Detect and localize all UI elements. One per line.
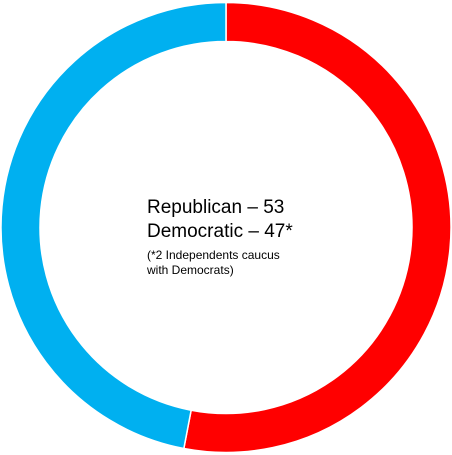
democratic-label: Democratic – 47* xyxy=(147,220,347,244)
republican-label: Republican – 53 xyxy=(147,196,347,220)
center-label: Republican – 53 Democratic – 47* (*2 Ind… xyxy=(147,196,347,278)
independents-note: (*2 Independents caucus with Democrats) xyxy=(147,248,347,278)
